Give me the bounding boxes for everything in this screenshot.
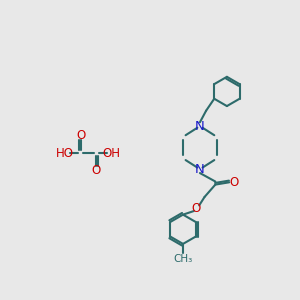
Text: O: O bbox=[191, 202, 201, 215]
Text: N: N bbox=[195, 120, 205, 133]
Text: O: O bbox=[92, 164, 100, 177]
Text: O: O bbox=[229, 176, 239, 189]
Text: CH₃: CH₃ bbox=[173, 254, 193, 263]
Text: O: O bbox=[76, 129, 85, 142]
Text: N: N bbox=[195, 163, 205, 176]
Text: HO: HO bbox=[56, 146, 74, 160]
Text: OH: OH bbox=[102, 146, 120, 160]
